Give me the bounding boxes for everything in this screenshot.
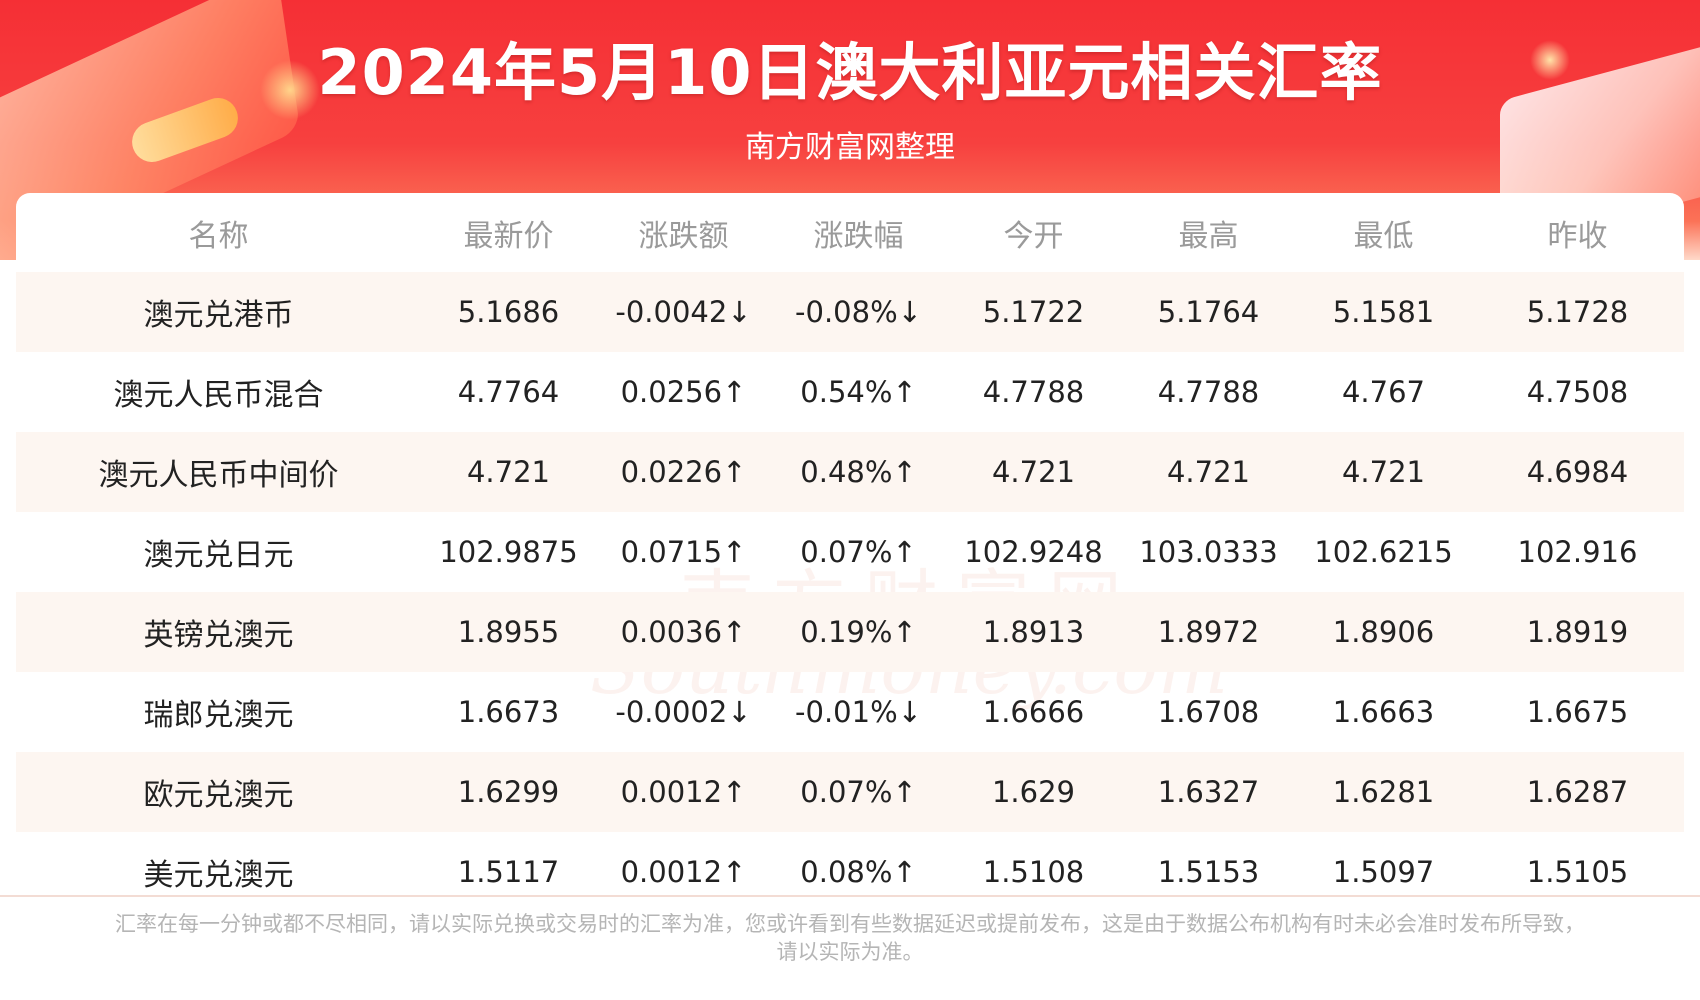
cell-pct: -0.01%↓ [795,695,922,729]
cell-low: 5.1581 [1296,272,1471,352]
cell-latest: 1.5117 [457,855,560,889]
cell-open: 4.721 [946,432,1121,512]
table-row: 欧元兑澳元 1.6299 0.0012↑ 0.07%↑ 1.629 1.6327… [16,752,1684,832]
column-header-high: 最高 [1178,218,1239,254]
column-header-pct: 涨跌幅 [813,218,904,254]
cell-name: 欧元兑澳元 [16,752,421,832]
cell-change: -0.0002↓ [615,695,752,729]
cell-high: 1.5153 [1157,855,1260,889]
exchange-rate-table: 名称 最新价 涨跌额 涨跌幅 今开 最高 最低 昨收 澳元兑港币 5.1686 … [16,193,1684,912]
cell-latest: 4.721 [421,432,596,512]
cell-high: 4.7788 [1157,375,1260,409]
cell-name: 澳元人民币混合 [113,378,324,413]
cell-name: 英镑兑澳元 [16,592,421,672]
cell-prev-close: 1.6675 [1526,695,1629,729]
column-header-low: 最低 [1353,218,1414,254]
cell-change: 0.0036↑ [596,592,771,672]
cell-high: 1.6708 [1157,695,1260,729]
cell-prev-close: 102.916 [1517,535,1638,569]
cell-low: 4.721 [1296,432,1471,512]
table-row: 美元兑澳元 1.5117 0.0012↑ 0.08%↑ 1.5108 1.515… [16,832,1684,912]
cell-prev-close: 1.5105 [1526,855,1629,889]
cell-pct: 0.07%↑ [771,752,946,832]
table-row: 澳元兑港币 5.1686 -0.0042↓ -0.08%↓ 5.1722 5.1… [16,272,1684,352]
cell-name: 瑞郎兑澳元 [143,698,294,733]
cell-high: 5.1764 [1121,272,1296,352]
cell-high: 4.721 [1121,432,1296,512]
cell-latest: 1.6673 [457,695,560,729]
cell-low: 1.6281 [1296,752,1471,832]
table-row: 英镑兑澳元 1.8955 0.0036↑ 0.19%↑ 1.8913 1.897… [16,592,1684,672]
cell-prev-close: 4.7508 [1526,375,1629,409]
disclaimer-note: 汇率在每一分钟或都不尽相同，请以实际兑换或交易时的汇率为准，您或许看到有些数据延… [70,910,1630,966]
cell-pct: 0.08%↑ [800,855,917,889]
cell-prev-close: 4.6984 [1471,432,1684,512]
cell-change: 0.0012↑ [620,855,747,889]
cell-prev-close: 5.1728 [1471,272,1684,352]
cell-open: 1.5108 [982,855,1085,889]
table-header-row: 名称 最新价 涨跌额 涨跌幅 今开 最高 最低 昨收 [16,193,1684,272]
cell-open: 1.629 [946,752,1121,832]
cell-name: 澳元兑港币 [16,272,421,352]
cell-name: 美元兑澳元 [143,858,294,893]
cell-change: 0.0012↑ [596,752,771,832]
cell-pct: 0.54%↑ [800,375,917,409]
cell-high: 103.0333 [1139,535,1278,569]
cell-open: 5.1722 [946,272,1121,352]
cell-open: 102.9248 [964,535,1103,569]
cell-prev-close: 1.8919 [1471,592,1684,672]
cell-high: 1.8972 [1121,592,1296,672]
column-header-latest: 最新价 [463,218,554,254]
cell-pct: 0.19%↑ [771,592,946,672]
cell-pct: 0.48%↑ [771,432,946,512]
cell-open: 1.6666 [982,695,1085,729]
cell-low: 1.5097 [1332,855,1435,889]
cell-name: 澳元兑日元 [143,538,294,573]
cell-latest: 1.6299 [421,752,596,832]
cell-change: -0.0042↓ [596,272,771,352]
cell-low: 1.8906 [1296,592,1471,672]
table-row: 澳元兑日元 102.9875 0.0715↑ 0.07%↑ 102.9248 1… [16,512,1684,592]
cell-name: 澳元人民币中间价 [16,432,421,512]
cell-latest: 4.7764 [457,375,560,409]
page-subtitle: 南方财富网整理 [745,130,955,165]
column-header-prev-close: 昨收 [1547,218,1608,254]
disclaimer-line-1: 汇率在每一分钟或都不尽相同，请以实际兑换或交易时的汇率为准，您或许看到有些数据延… [115,912,1585,936]
table-row: 瑞郎兑澳元 1.6673 -0.0002↓ -0.01%↓ 1.6666 1.6… [16,672,1684,752]
cell-low: 102.6215 [1314,535,1453,569]
cell-open: 1.8913 [946,592,1121,672]
cell-change: 0.0256↑ [620,375,747,409]
table-row: 澳元人民币混合 4.7764 0.0256↑ 0.54%↑ 4.7788 4.7… [16,352,1684,432]
cell-change: 0.0226↑ [596,432,771,512]
disclaimer-line-2: 请以实际为准。 [776,940,924,964]
cell-low: 1.6663 [1332,695,1435,729]
decorative-sparkle-left [260,60,320,120]
cell-pct: -0.08%↓ [771,272,946,352]
cell-change: 0.0715↑ [620,535,747,569]
footer-divider [0,895,1700,897]
column-header-name: 名称 [188,218,249,254]
cell-high: 1.6327 [1121,752,1296,832]
cell-latest: 102.9875 [439,535,578,569]
decorative-sparkle-right [1530,40,1570,80]
cell-latest: 5.1686 [421,272,596,352]
cell-prev-close: 1.6287 [1471,752,1684,832]
page-title: 2024年5月10日澳大利亚元相关汇率 [317,36,1383,109]
table-row: 澳元人民币中间价 4.721 0.0226↑ 0.48%↑ 4.721 4.72… [16,432,1684,512]
column-header-open: 今开 [1003,218,1064,254]
cell-low: 4.767 [1341,375,1426,409]
cell-latest: 1.8955 [421,592,596,672]
cell-open: 4.7788 [982,375,1085,409]
column-header-change: 涨跌额 [638,218,729,254]
cell-pct: 0.07%↑ [800,535,917,569]
